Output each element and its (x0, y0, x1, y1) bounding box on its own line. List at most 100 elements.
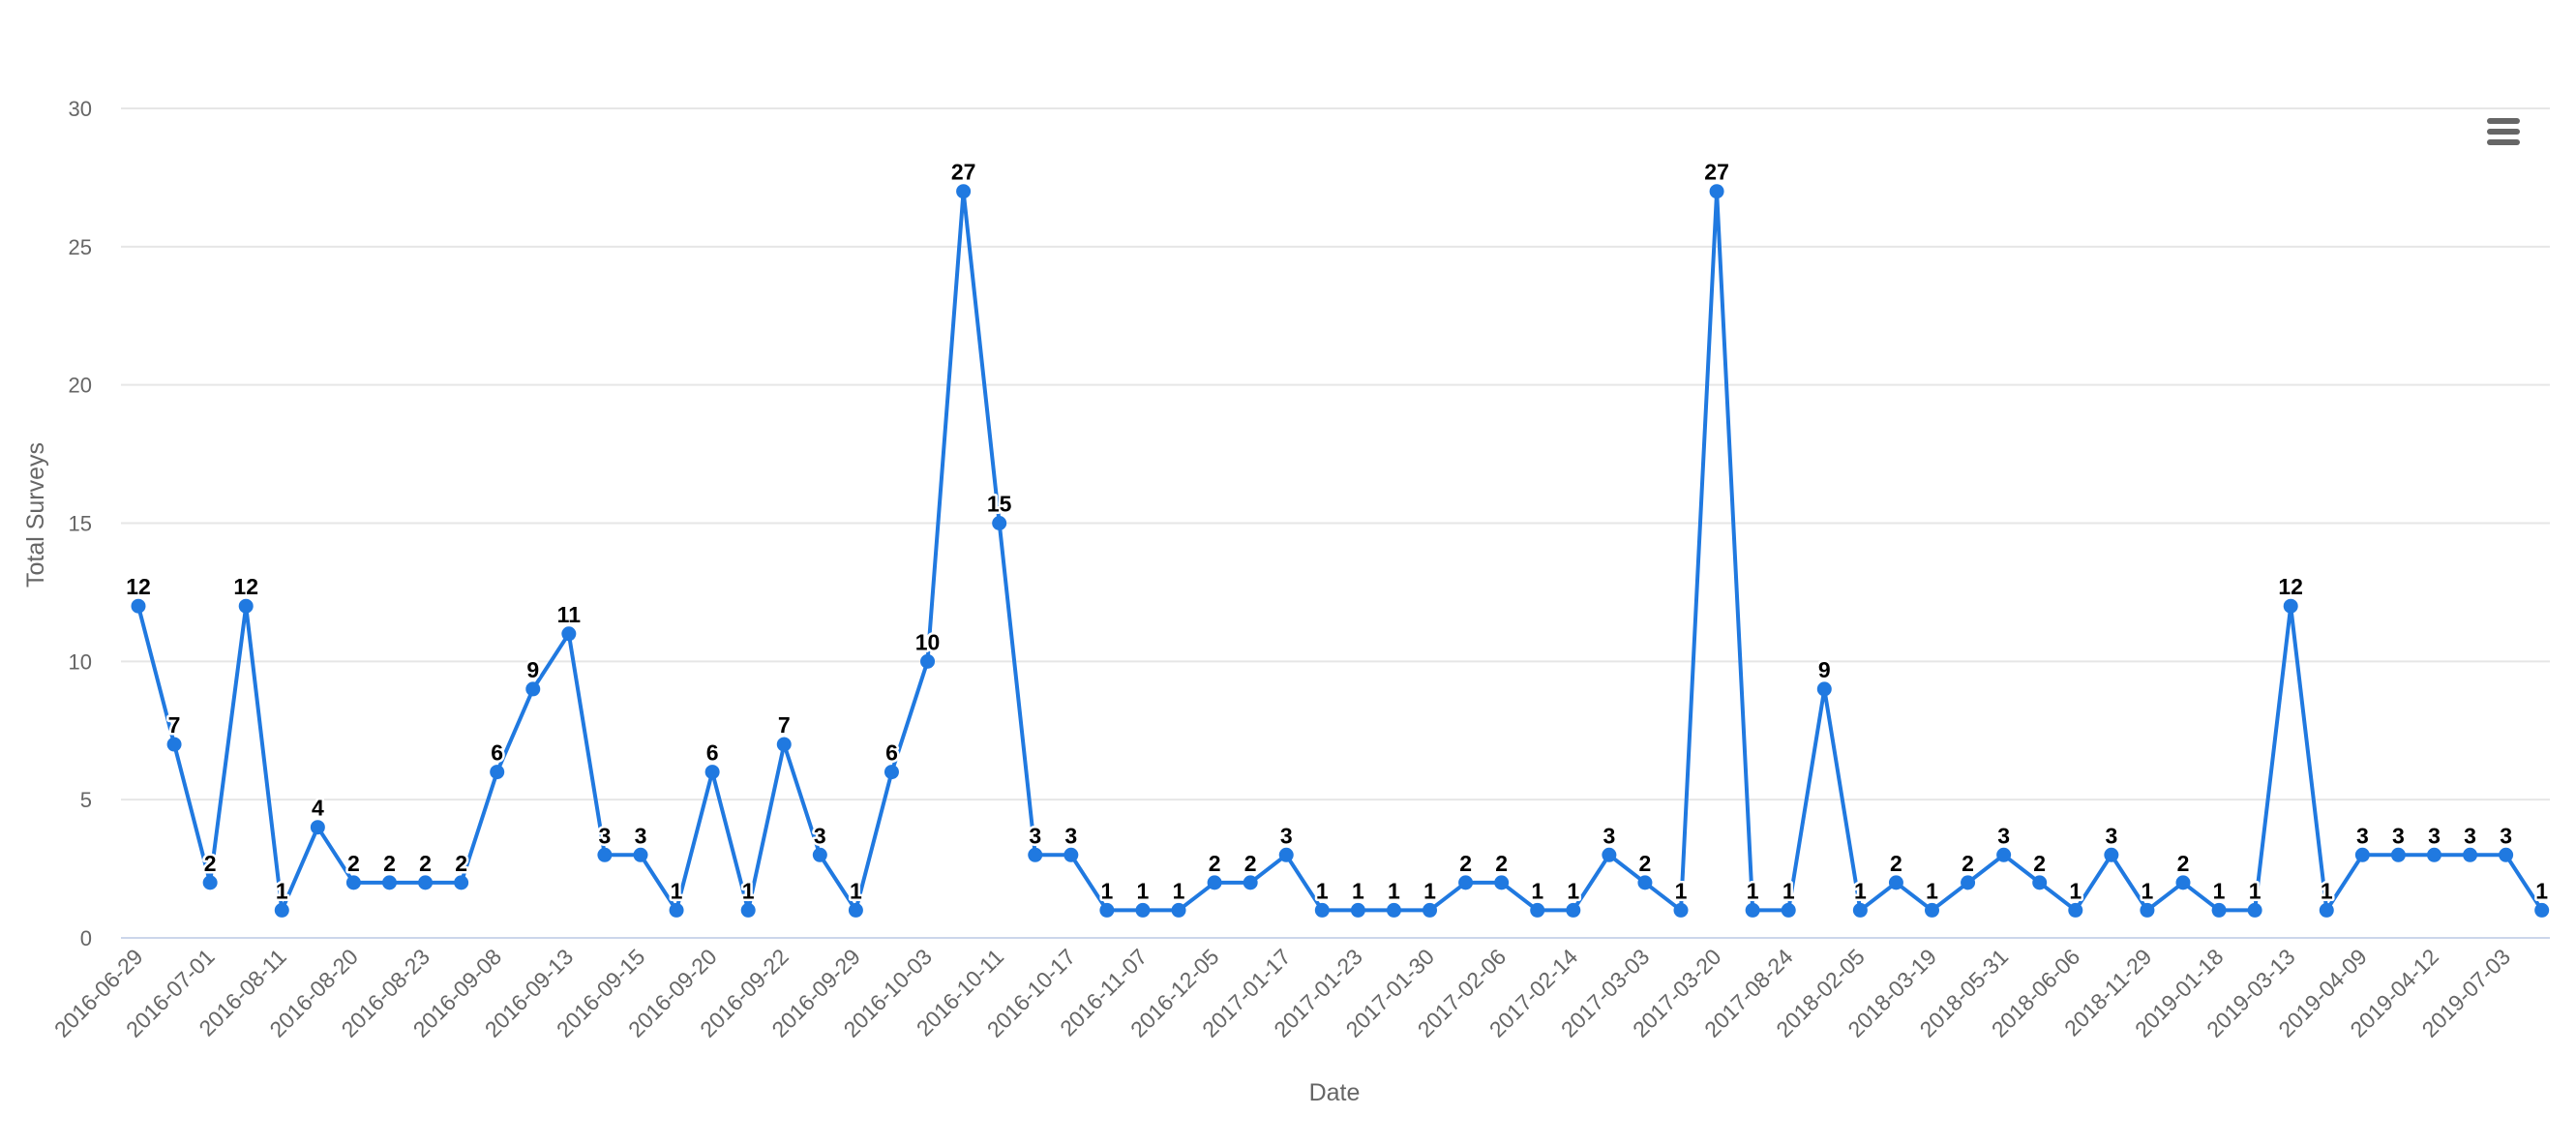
data-point (1852, 902, 1868, 918)
data-label: 9 (1818, 657, 1831, 682)
data-point (1063, 847, 1079, 862)
data-label: 3 (599, 823, 612, 848)
data-point (310, 820, 325, 835)
data-label: 27 (1704, 160, 1729, 185)
data-point (597, 847, 613, 862)
data-label: 1 (1173, 878, 1185, 903)
data-point (2032, 875, 2048, 890)
data-label: 1 (1747, 878, 1759, 903)
data-point (1816, 681, 1832, 697)
data-point (2140, 902, 2155, 918)
data-point (1314, 902, 1330, 918)
data-label: 6 (491, 740, 503, 766)
data-label: 3 (2464, 823, 2476, 848)
data-label: 9 (526, 657, 539, 682)
data-point (1350, 902, 1365, 918)
data-point (2104, 847, 2119, 862)
data-point (2175, 875, 2191, 890)
data-label: 3 (1064, 823, 1077, 848)
data-point (1996, 847, 2012, 862)
y-tick-label: 30 (69, 97, 92, 121)
y-axis: 0 5 10 15 20 25 30 (69, 97, 92, 950)
data-point (956, 184, 972, 199)
data-label: 1 (1100, 878, 1113, 903)
data-point (381, 875, 397, 890)
data-label: 3 (2356, 823, 2369, 848)
data-point (633, 847, 648, 862)
data-point (490, 765, 505, 780)
data-label: 2 (1244, 851, 1257, 876)
data-label: 2 (2177, 851, 2190, 876)
data-label: 2 (1639, 851, 1652, 876)
data-point (2247, 902, 2262, 918)
data-point (2499, 847, 2514, 862)
data-label: 1 (1531, 878, 1543, 903)
data-point (1099, 902, 1115, 918)
data-label: 1 (1675, 878, 1688, 903)
data-point (1637, 875, 1653, 890)
data-point (561, 626, 577, 642)
data-point (2390, 847, 2406, 862)
chart-menu-button[interactable] (2485, 114, 2524, 149)
data-point (1566, 902, 1581, 918)
data-point (345, 875, 361, 890)
data-label: 1 (742, 878, 755, 903)
hamburger-menu-bar (2487, 129, 2520, 135)
data-point (2463, 847, 2478, 862)
data-point (812, 847, 827, 862)
data-point (704, 765, 720, 780)
data-label: 2 (1962, 851, 1974, 876)
data-point (2354, 847, 2370, 862)
data-point (418, 875, 434, 890)
y-tick-label: 20 (69, 374, 92, 398)
hamburger-menu-bar (2487, 139, 2520, 145)
y-tick-label: 15 (69, 512, 92, 536)
data-label: 2 (1890, 851, 1902, 876)
data-label: 3 (635, 823, 647, 848)
data-point (1961, 875, 1976, 890)
data-point (1207, 875, 1222, 890)
data-label: 1 (671, 878, 683, 903)
data-point (740, 902, 756, 918)
data-point (131, 598, 146, 614)
data-point (2534, 902, 2550, 918)
data-point (1278, 847, 1294, 862)
data-label: 1 (2535, 878, 2548, 903)
data-label: 3 (814, 823, 826, 848)
data-label: 3 (1997, 823, 2010, 848)
data-label: 2 (1495, 851, 1508, 876)
data-label: 1 (2142, 878, 2154, 903)
data-point (1386, 902, 1401, 918)
data-label: 1 (2249, 878, 2261, 903)
data-label: 2 (455, 851, 467, 876)
data-point (238, 598, 254, 614)
data-label: 1 (1137, 878, 1150, 903)
series-line (136, 189, 2544, 913)
data-point (1243, 875, 1258, 890)
data-label: 1 (1782, 878, 1795, 903)
data-point (848, 902, 863, 918)
data-point (1602, 847, 1617, 862)
data-label: 7 (778, 712, 791, 738)
data-point (1709, 184, 1724, 199)
data-label: 1 (2069, 878, 2082, 903)
data-point (1673, 902, 1689, 918)
data-point (166, 737, 182, 752)
data-label: 3 (1603, 823, 1615, 848)
data-label: 1 (2321, 878, 2333, 903)
data-label: 10 (915, 629, 941, 654)
data-point (776, 737, 792, 752)
data-point (920, 653, 936, 669)
data-label: 15 (987, 492, 1012, 517)
data-label: 2 (347, 851, 360, 876)
data-label: 3 (2105, 823, 2117, 848)
data-label: 1 (850, 878, 862, 903)
data-label: 12 (2278, 574, 2303, 599)
data-point (1925, 902, 1939, 918)
data-label: 11 (557, 602, 582, 627)
series-line-layer (136, 189, 2544, 913)
data-label: 1 (276, 878, 288, 903)
data-label: 6 (885, 740, 898, 766)
